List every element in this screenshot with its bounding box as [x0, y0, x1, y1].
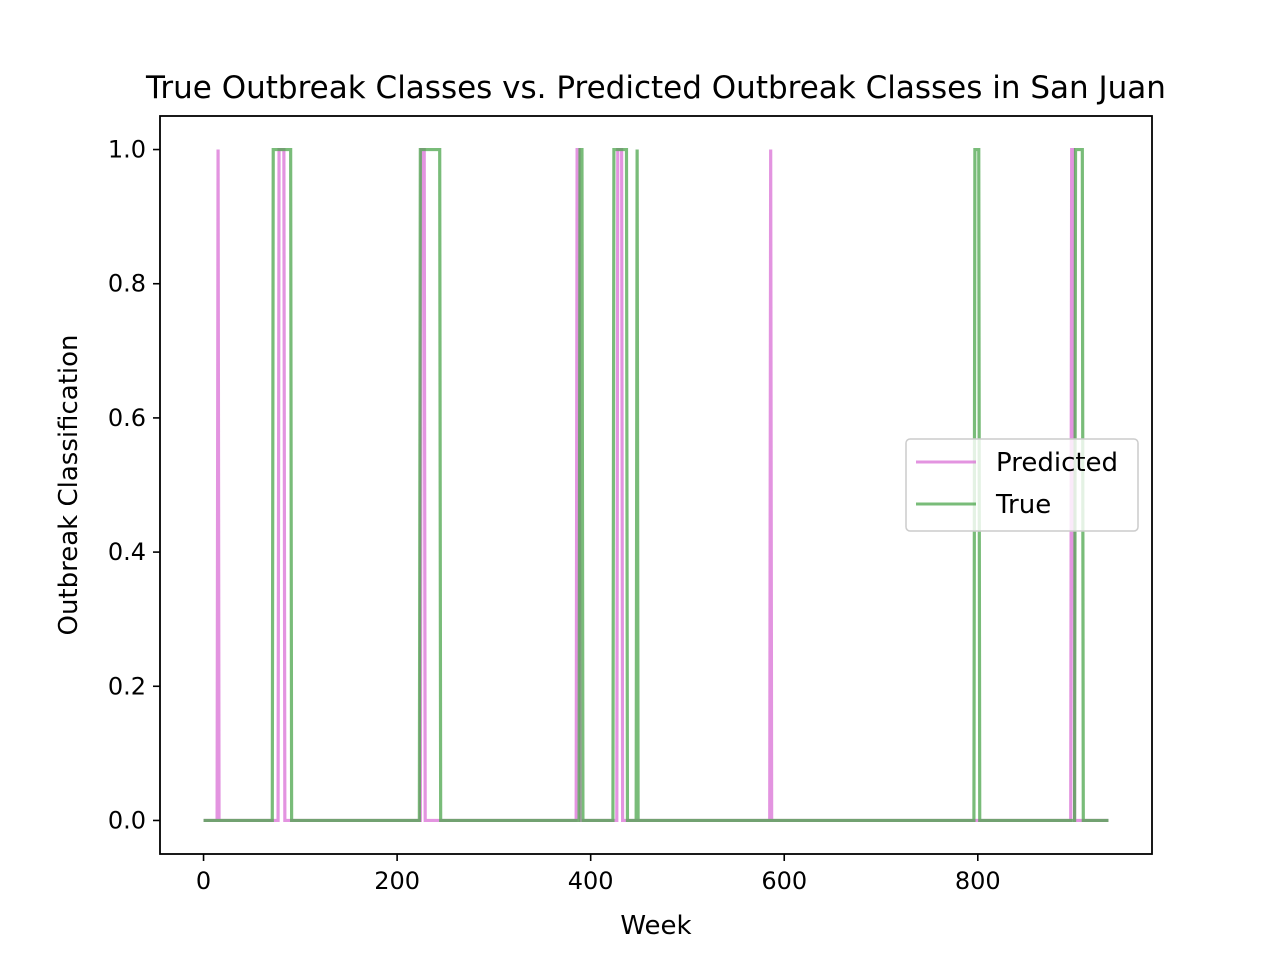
- y-tick-label: 0.0: [108, 806, 146, 834]
- legend: Predicted True: [905, 438, 1139, 532]
- x-axis-ticks: 0 200 400 600 800: [196, 854, 1001, 895]
- chart-title: True Outbreak Classes vs. Predicted Outb…: [145, 70, 1166, 106]
- legend-label-true: True: [995, 490, 1051, 520]
- series-line-true: [203, 147, 1109, 823]
- y-tick-label: 0.4: [108, 538, 146, 566]
- legend-label-predicted: Predicted: [996, 448, 1118, 478]
- y-tick-label: 0.2: [108, 672, 146, 700]
- y-tick-label: 1.0: [108, 136, 146, 164]
- x-tick-label: 400: [568, 867, 614, 895]
- y-axis-ticks: 0.0 0.2 0.4 0.6 0.8 1.0: [108, 136, 160, 834]
- x-tick-label: 0: [196, 867, 211, 895]
- series-layer: [203, 147, 1109, 823]
- x-tick-label: 600: [761, 867, 807, 895]
- x-tick-label: 200: [374, 867, 420, 895]
- plot-frame: [159, 115, 1153, 855]
- y-tick-label: 0.8: [108, 270, 146, 298]
- x-tick-label: 800: [955, 867, 1001, 895]
- x-axis-label: Week: [620, 911, 691, 941]
- y-tick-label: 0.6: [108, 404, 146, 432]
- y-axis-label: Outbreak Classification: [54, 334, 84, 635]
